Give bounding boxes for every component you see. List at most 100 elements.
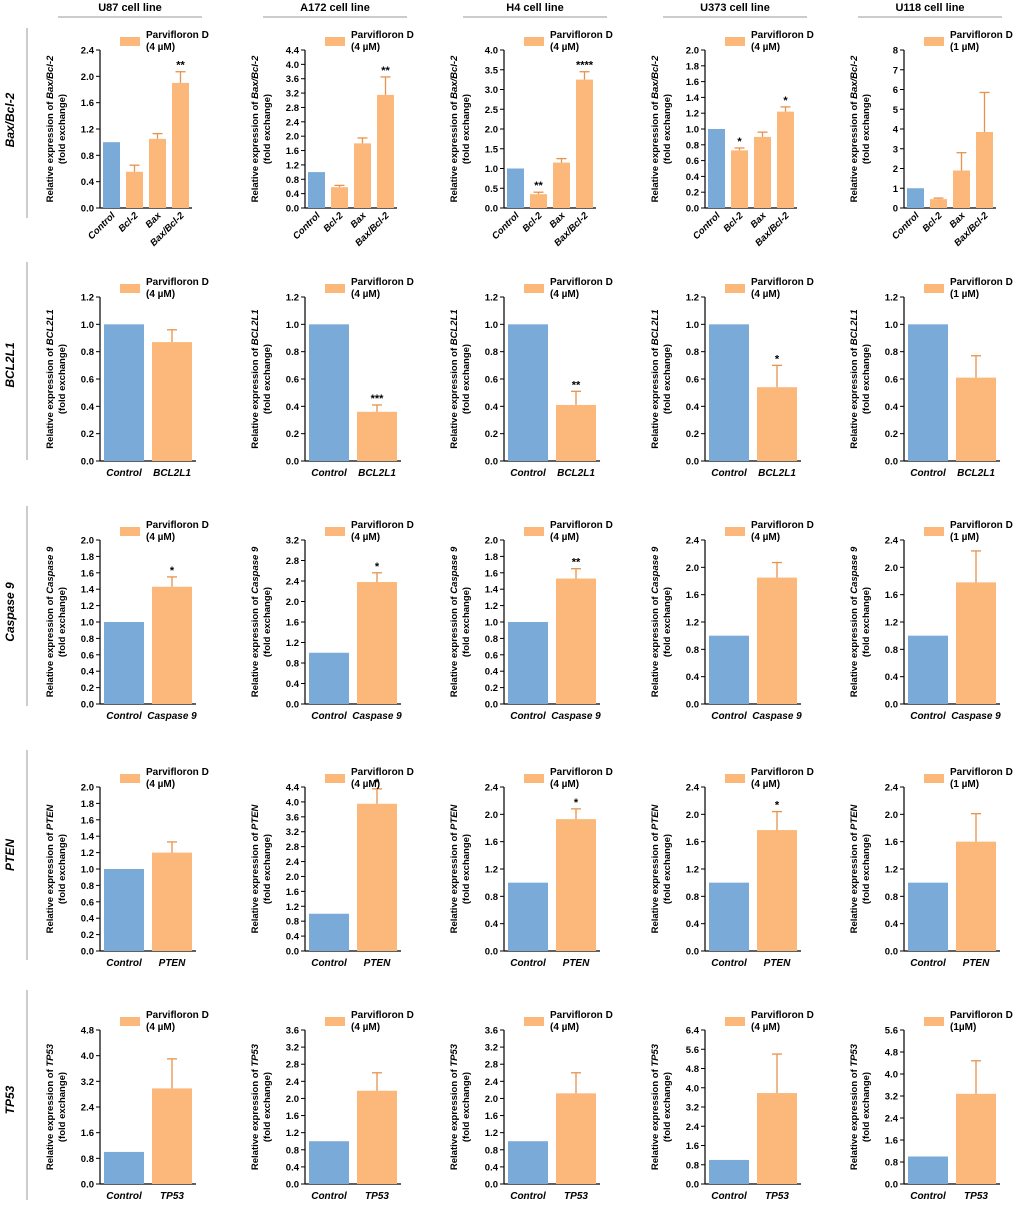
bar (507, 168, 524, 208)
y-axis-label: Relative expression of TP53 (849, 1043, 860, 1170)
y-tick-label: 1.0 (286, 320, 299, 331)
y-tick-label: 0.0 (81, 947, 94, 958)
significance-label: * (775, 353, 780, 365)
x-tick-label: Control (711, 468, 747, 479)
bar (777, 111, 794, 208)
x-tick-label: Control (311, 958, 347, 969)
y-axis-label-line1: Relative expression of (449, 99, 460, 202)
bar (976, 131, 993, 208)
y-axis-label: Relative expression of PTEN (449, 803, 460, 933)
x-tick-label: PTEN (364, 958, 391, 969)
y-tick-label: 3.6 (485, 1026, 498, 1037)
y-axis-label-line1: Relative expression of (650, 345, 661, 448)
y-tick-label: 1.2 (286, 638, 299, 649)
y-axis-label: Relative expression of PTEN (45, 803, 56, 933)
legend-dose: (4 µM) (550, 532, 579, 543)
x-tick-label: Bcl-2 (520, 210, 545, 235)
x-tick-label: BCL2L1 (957, 468, 995, 479)
y-tick-label: 6.4 (686, 1026, 700, 1037)
legend-swatch (325, 527, 345, 536)
y-tick-label: 0.0 (686, 947, 699, 958)
y-tick-label: 1.0 (885, 320, 898, 331)
legend-swatch (725, 527, 745, 536)
y-tick-label: 1.6 (81, 568, 94, 579)
y-axis-label: Relative expression of PTEN (250, 803, 261, 933)
x-tick-label: Caspase 9 (147, 711, 197, 722)
y-tick-label: 2.8 (286, 103, 299, 114)
significance-label: ** (572, 379, 581, 391)
x-tick-label: TP53 (564, 1191, 588, 1202)
x-tick-label: Control (490, 210, 522, 242)
y-axis-label-gene: TP53 (650, 1043, 661, 1066)
y-axis-label-line2: (fold exchange) (861, 1072, 872, 1142)
bar (556, 578, 596, 704)
y-tick-label: 7 (893, 65, 898, 76)
y-tick-label: 0.0 (286, 700, 299, 711)
y-axis-label-line2: (fold exchange) (262, 587, 273, 657)
y-axis-label-gene: TP53 (849, 1043, 860, 1066)
legend-swatch (120, 1017, 140, 1026)
y-tick-label: 2.4 (686, 783, 700, 794)
y-axis-label-line2: (fold exchange) (262, 94, 273, 164)
y-tick-label: 0.8 (286, 175, 299, 186)
bar (354, 143, 371, 208)
legend-swatch (120, 37, 140, 46)
y-tick-label: 1.0 (81, 865, 94, 876)
y-axis-label-gene: PTEN (45, 803, 56, 829)
legend-label: Parvifloron D (751, 1010, 814, 1021)
y-tick-label: 1.6 (885, 1136, 898, 1147)
bar (930, 199, 947, 208)
row-title: Bax/Bcl-2 (3, 92, 17, 147)
y-tick-label: 0.6 (485, 375, 498, 386)
bar (908, 324, 948, 461)
y-tick-label: 1.6 (81, 98, 94, 109)
x-tick-label: PTEN (563, 958, 590, 969)
bar (530, 194, 547, 208)
bar (508, 324, 548, 461)
y-tick-label: 0.0 (485, 204, 498, 215)
significance-label: * (775, 800, 780, 812)
y-axis-label: Relative expression of Caspase 9 (849, 546, 860, 697)
legend-dose: (1µM) (950, 1022, 976, 1033)
legend-swatch (725, 1017, 745, 1026)
y-axis-label-line2: (fold exchange) (461, 344, 472, 414)
y-tick-label: 0.4 (81, 402, 95, 413)
legend-swatch (725, 284, 745, 293)
x-tick-label: TP53 (964, 1191, 988, 1202)
y-tick-label: 0.0 (686, 700, 699, 711)
y-tick-label: 0.8 (686, 1160, 699, 1171)
y-tick-label: 1.8 (686, 61, 699, 72)
y-axis-label: Relative expression of TP53 (45, 1043, 56, 1170)
x-tick-label: Control (106, 468, 142, 479)
chart-panel: 0.0 0.4 0.8 1.2 1.6 2.0 2.4 2.8 3.2 3.6 Relative e… (449, 1010, 613, 1202)
y-tick-label: 1.0 (81, 320, 94, 331)
legend-label: Parvifloron D (550, 520, 613, 531)
legend-swatch (924, 1017, 944, 1026)
y-tick-label: 2.4 (686, 536, 700, 547)
y-tick-label: 1.6 (485, 837, 498, 848)
chart-panel: 0.0 0.4 0.8 1.2 1.6 2.0 2.4 Relative expression… (449, 767, 613, 969)
y-tick-label: 1.0 (686, 320, 699, 331)
y-axis-label: Relative expression of Bax/Bcl-2 (45, 55, 56, 202)
y-axis-label-line2: (fold exchange) (57, 1072, 68, 1142)
y-tick-label: 0.4 (686, 672, 700, 683)
y-tick-label: 4.4 (286, 783, 300, 794)
legend-swatch (924, 284, 944, 293)
y-tick-label: 1.6 (686, 77, 699, 88)
y-tick-label: 0.4 (81, 667, 95, 678)
legend-label: Parvifloron D (351, 767, 414, 778)
y-axis-label: Relative expression of Caspase 9 (650, 546, 661, 697)
y-tick-label: 0.2 (885, 429, 898, 440)
y-tick-label: 0.2 (81, 429, 94, 440)
y-axis-label-gene: PTEN (449, 803, 460, 829)
y-tick-label: 0.0 (885, 457, 898, 468)
y-tick-label: 1.8 (81, 799, 94, 810)
y-tick-label: 2.0 (286, 597, 299, 608)
y-tick-label: 1.6 (81, 815, 94, 826)
legend-dose: (4 µM) (751, 532, 780, 543)
x-tick-label: Caspase 9 (352, 711, 402, 722)
y-tick-label: 0.4 (885, 672, 899, 683)
bar (556, 819, 596, 951)
bar (104, 869, 144, 951)
legend-dose: (4 µM) (351, 1022, 380, 1033)
